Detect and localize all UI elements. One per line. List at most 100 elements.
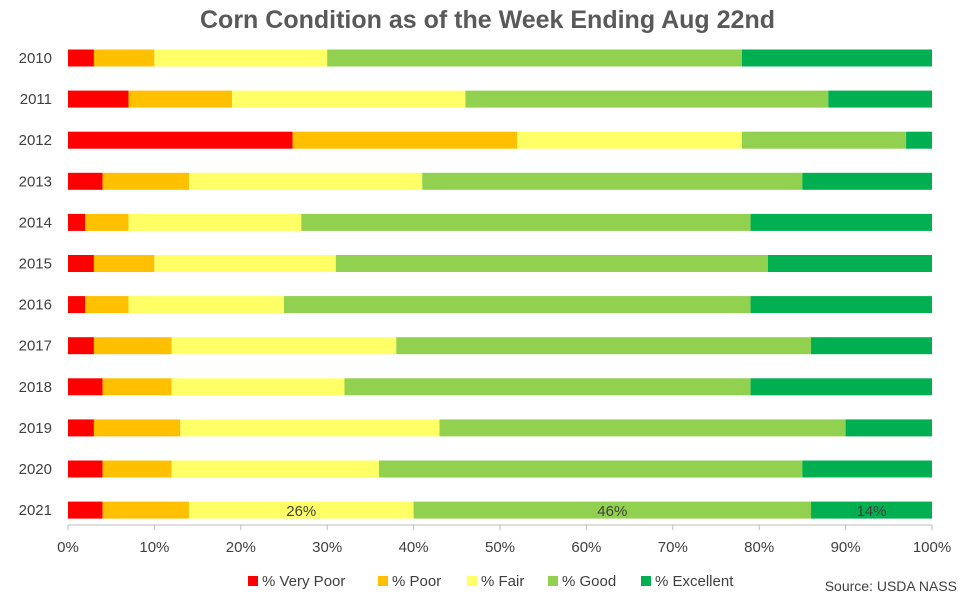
bar-2012-poor [292,131,518,149]
bar-2013-excellent [802,172,932,190]
y-tick-label-2021: 2021 [19,502,52,519]
bar-2011-very-poor [68,90,129,108]
legend-swatch-excellent [641,576,651,586]
x-tick-label-7: 70% [658,539,688,556]
legend-label-fair: % Fair [481,573,524,590]
bar-2014-very-poor [68,213,86,231]
bar-2016-very-poor [68,296,86,314]
bar-2013-fair [188,172,423,190]
bar-2016-good [284,296,751,314]
bar-2012-good [741,131,907,149]
bar-2014-fair [128,213,302,231]
bar-2011-excellent [828,90,932,108]
x-tick-label-10: 100% [913,539,951,556]
y-tick-label-2015: 2015 [19,256,52,273]
bar-2020-good [379,460,803,478]
bar-2021-very-poor [68,501,103,519]
bar-2011-fair [232,90,466,108]
bar-2021-poor [102,501,189,519]
bar-2018-poor [102,378,172,396]
legend-label-very-poor: % Very Poor [262,573,345,590]
y-tick-label-2014: 2014 [19,214,52,231]
bar-2017-very-poor [68,337,94,355]
bar-2014-good [301,213,751,231]
bar-2010-poor [93,49,155,67]
x-tick-label-0: 0% [57,539,79,556]
bar-2014-poor [85,213,129,231]
x-tick-label-8: 80% [744,539,774,556]
y-tick-label-2016: 2016 [19,297,52,314]
x-tick-label-1: 10% [139,539,169,556]
x-tick-label-9: 90% [831,539,861,556]
bar-2018-excellent [750,378,932,396]
bar-2010-fair [154,49,328,67]
bar-2021-fair [188,501,414,519]
bar-2010-very-poor [68,49,94,67]
bar-2019-good [439,419,846,437]
bar-2012-very-poor [68,131,293,149]
y-tick-label-2017: 2017 [19,338,52,355]
bar-2015-poor [93,255,155,272]
bar-2015-good [335,255,768,272]
y-tick-label-2013: 2013 [19,173,52,190]
bar-2015-very-poor [68,255,94,272]
y-tick-label-2018: 2018 [19,379,52,396]
bar-2019-excellent [845,419,932,437]
legend-swatch-fair [467,576,477,586]
bar-2015-excellent [767,255,932,272]
y-tick-label-2020: 2020 [19,461,52,478]
data-label-2021-good: 46% [597,503,627,520]
bar-2017-poor [93,337,172,355]
legend-label-excellent: % Excellent [655,573,734,590]
bar-2010-excellent [741,49,932,67]
legend-swatch-very-poor [248,576,258,586]
bar-2019-poor [93,419,181,437]
data-label-2021-fair: 26% [286,503,316,520]
y-tick-label-2019: 2019 [19,420,52,437]
bar-2012-excellent [906,131,932,149]
bar-2019-very-poor [68,419,94,437]
legend-label-good: % Good [562,573,616,590]
bar-2011-good [465,90,829,108]
legend-swatch-poor [378,576,388,586]
bar-2017-fair [171,337,397,355]
bar-2021-good [413,501,812,519]
bar-2017-good [396,337,812,355]
bar-2013-very-poor [68,172,103,190]
legend-label-poor: % Poor [392,573,441,590]
bar-2011-poor [128,90,233,108]
bar-2013-poor [102,172,189,190]
bar-2020-poor [102,460,172,478]
bar-2021-excellent [811,501,932,519]
y-tick-label-2010: 2010 [19,50,52,67]
bar-2016-excellent [750,296,932,314]
x-tick-label-3: 30% [312,539,342,556]
chart-title: Corn Condition as of the Week Ending Aug… [200,6,775,34]
x-tick-label-2: 20% [226,539,256,556]
y-tick-label-2011: 2011 [20,91,52,108]
y-tick-label-2012: 2012 [19,132,52,149]
x-tick-label-6: 60% [571,539,601,556]
bar-2015-fair [154,255,336,272]
bar-2019-fair [180,419,440,437]
x-tick-label-5: 50% [485,539,515,556]
bar-2020-very-poor [68,460,103,478]
bar-2020-excellent [802,460,932,478]
bar-2016-fair [128,296,284,314]
bar-2013-good [422,172,803,190]
bar-2018-good [344,378,751,396]
bar-2020-fair [171,460,380,478]
bar-2012-fair [517,131,742,149]
data-label-2021-excellent: 14% [857,503,887,520]
x-tick-label-4: 40% [399,539,429,556]
source-note: Source: USDA NASS [824,578,957,594]
bar-2010-good [327,49,742,67]
legend-swatch-good [548,576,558,586]
bar-2017-excellent [811,337,932,355]
bar-2016-poor [85,296,129,314]
bar-2014-excellent [750,213,932,231]
bar-2018-fair [171,378,345,396]
bar-2018-very-poor [68,378,103,396]
